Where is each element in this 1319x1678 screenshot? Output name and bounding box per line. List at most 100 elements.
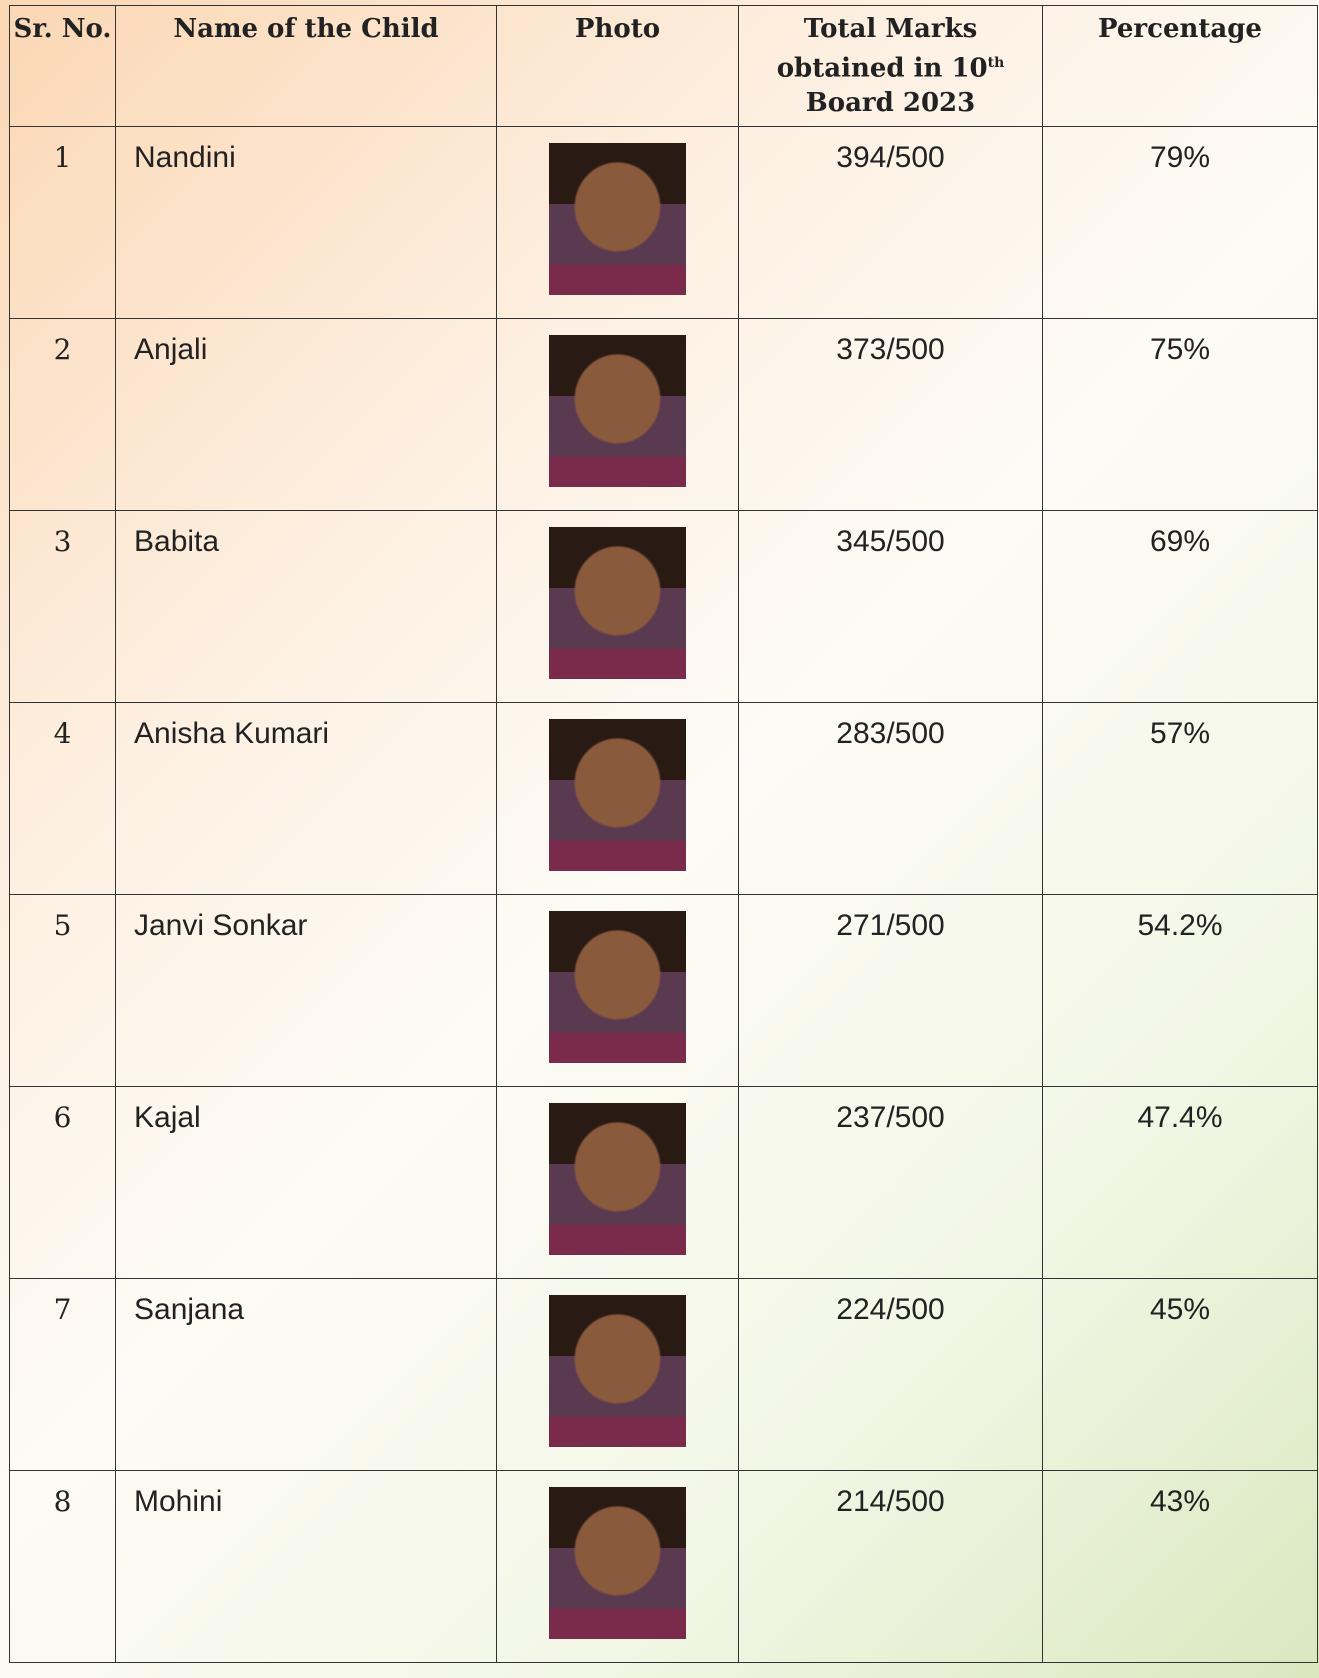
child-name: Janvi Sonkar <box>134 909 307 942</box>
name-cell: Nandini <box>116 127 497 319</box>
serial-number: 2 <box>54 333 72 366</box>
photo-cell <box>497 1471 739 1663</box>
name-cell: Babita <box>116 511 497 703</box>
header-text: Total Marks obtained in 10 <box>777 14 988 84</box>
child-photo <box>549 1295 686 1447</box>
photo-cell <box>497 319 739 511</box>
serial-number: 1 <box>54 141 72 174</box>
page: Sr. No.Name of the ChildPhotoTotal Marks… <box>0 0 1319 1678</box>
photo-cell <box>497 1279 739 1471</box>
child-name: Kajal <box>134 1101 201 1134</box>
photo-cell <box>497 895 739 1087</box>
child-photo <box>549 143 686 295</box>
name-cell: Mohini <box>116 1471 497 1663</box>
total-marks: 224/500 <box>836 1293 944 1326</box>
table-row: 8 Mohini 214/500 43% <box>10 1471 1318 1663</box>
marks-cell: 224/500 <box>739 1279 1043 1471</box>
photo-cell <box>497 703 739 895</box>
name-cell: Anisha Kumari <box>116 703 497 895</box>
child-photo <box>549 1103 686 1255</box>
child-name: Sanjana <box>134 1293 244 1326</box>
total-marks: 271/500 <box>836 909 944 942</box>
marks-cell: 283/500 <box>739 703 1043 895</box>
table-row: 3 Babita 345/500 69% <box>10 511 1318 703</box>
child-name: Mohini <box>134 1485 222 1518</box>
percentage-cell: 79% <box>1043 127 1318 319</box>
serial-cell: 5 <box>10 895 116 1087</box>
serial-number: 5 <box>54 909 72 942</box>
marks-cell: 237/500 <box>739 1087 1043 1279</box>
photo-cell <box>497 511 739 703</box>
child-photo <box>549 335 686 487</box>
serial-number: 3 <box>54 525 72 558</box>
serial-cell: 3 <box>10 511 116 703</box>
percentage: 54.2% <box>1137 909 1222 942</box>
percentage: 47.4% <box>1137 1101 1222 1134</box>
serial-cell: 1 <box>10 127 116 319</box>
serial-cell: 4 <box>10 703 116 895</box>
child-name: Anisha Kumari <box>134 717 329 750</box>
percentage: 45% <box>1150 1293 1210 1326</box>
table-row: 4 Anisha Kumari 283/500 57% <box>10 703 1318 895</box>
percentage: 69% <box>1150 525 1210 558</box>
total-marks: 345/500 <box>836 525 944 558</box>
total-marks: 214/500 <box>836 1485 944 1518</box>
column-header: Name of the Child <box>116 6 497 127</box>
child-photo <box>549 911 686 1063</box>
percentage-cell: 45% <box>1043 1279 1318 1471</box>
percentage-cell: 75% <box>1043 319 1318 511</box>
marks-cell: 345/500 <box>739 511 1043 703</box>
table-row: 2 Anjali 373/500 75% <box>10 319 1318 511</box>
serial-number: 8 <box>54 1485 72 1518</box>
column-header: Percentage <box>1043 6 1318 127</box>
total-marks: 373/500 <box>836 333 944 366</box>
serial-cell: 2 <box>10 319 116 511</box>
total-marks: 283/500 <box>836 717 944 750</box>
percentage: 43% <box>1150 1485 1210 1518</box>
marks-cell: 214/500 <box>739 1471 1043 1663</box>
name-cell: Janvi Sonkar <box>116 895 497 1087</box>
child-photo <box>549 719 686 871</box>
child-name: Babita <box>134 525 219 558</box>
total-marks: 394/500 <box>836 141 944 174</box>
table-row: 7 Sanjana 224/500 45% <box>10 1279 1318 1471</box>
table-row: 5 Janvi Sonkar 271/500 54.2% <box>10 895 1318 1087</box>
child-photo <box>549 527 686 679</box>
serial-cell: 6 <box>10 1087 116 1279</box>
percentage: 75% <box>1150 333 1210 366</box>
marks-cell: 271/500 <box>739 895 1043 1087</box>
table-row: 6 Kajal 237/500 47.4% <box>10 1087 1318 1279</box>
percentage-cell: 69% <box>1043 511 1318 703</box>
child-name: Nandini <box>134 141 236 174</box>
marks-cell: 373/500 <box>739 319 1043 511</box>
total-marks: 237/500 <box>836 1101 944 1134</box>
header-superscript: th <box>988 55 1005 71</box>
marks-cell: 394/500 <box>739 127 1043 319</box>
table-body: 1 Nandini 394/500 79% 2 Anjali 373/500 75% 3 Babi… <box>10 127 1318 1663</box>
table-row: 1 Nandini 394/500 79% <box>10 127 1318 319</box>
serial-number: 6 <box>54 1101 72 1134</box>
name-cell: Sanjana <box>116 1279 497 1471</box>
child-photo <box>549 1487 686 1639</box>
photo-cell <box>497 127 739 319</box>
percentage: 79% <box>1150 141 1210 174</box>
child-name: Anjali <box>134 333 207 366</box>
serial-number: 4 <box>54 717 72 750</box>
serial-cell: 7 <box>10 1279 116 1471</box>
percentage: 57% <box>1150 717 1210 750</box>
percentage-cell: 54.2% <box>1043 895 1318 1087</box>
serial-number: 7 <box>54 1293 72 1326</box>
column-header: Sr. No. <box>10 6 116 127</box>
percentage-cell: 43% <box>1043 1471 1318 1663</box>
photo-cell <box>497 1087 739 1279</box>
percentage-cell: 47.4% <box>1043 1087 1318 1279</box>
name-cell: Anjali <box>116 319 497 511</box>
percentage-cell: 57% <box>1043 703 1318 895</box>
column-header: Photo <box>497 6 739 127</box>
name-cell: Kajal <box>116 1087 497 1279</box>
serial-cell: 8 <box>10 1471 116 1663</box>
